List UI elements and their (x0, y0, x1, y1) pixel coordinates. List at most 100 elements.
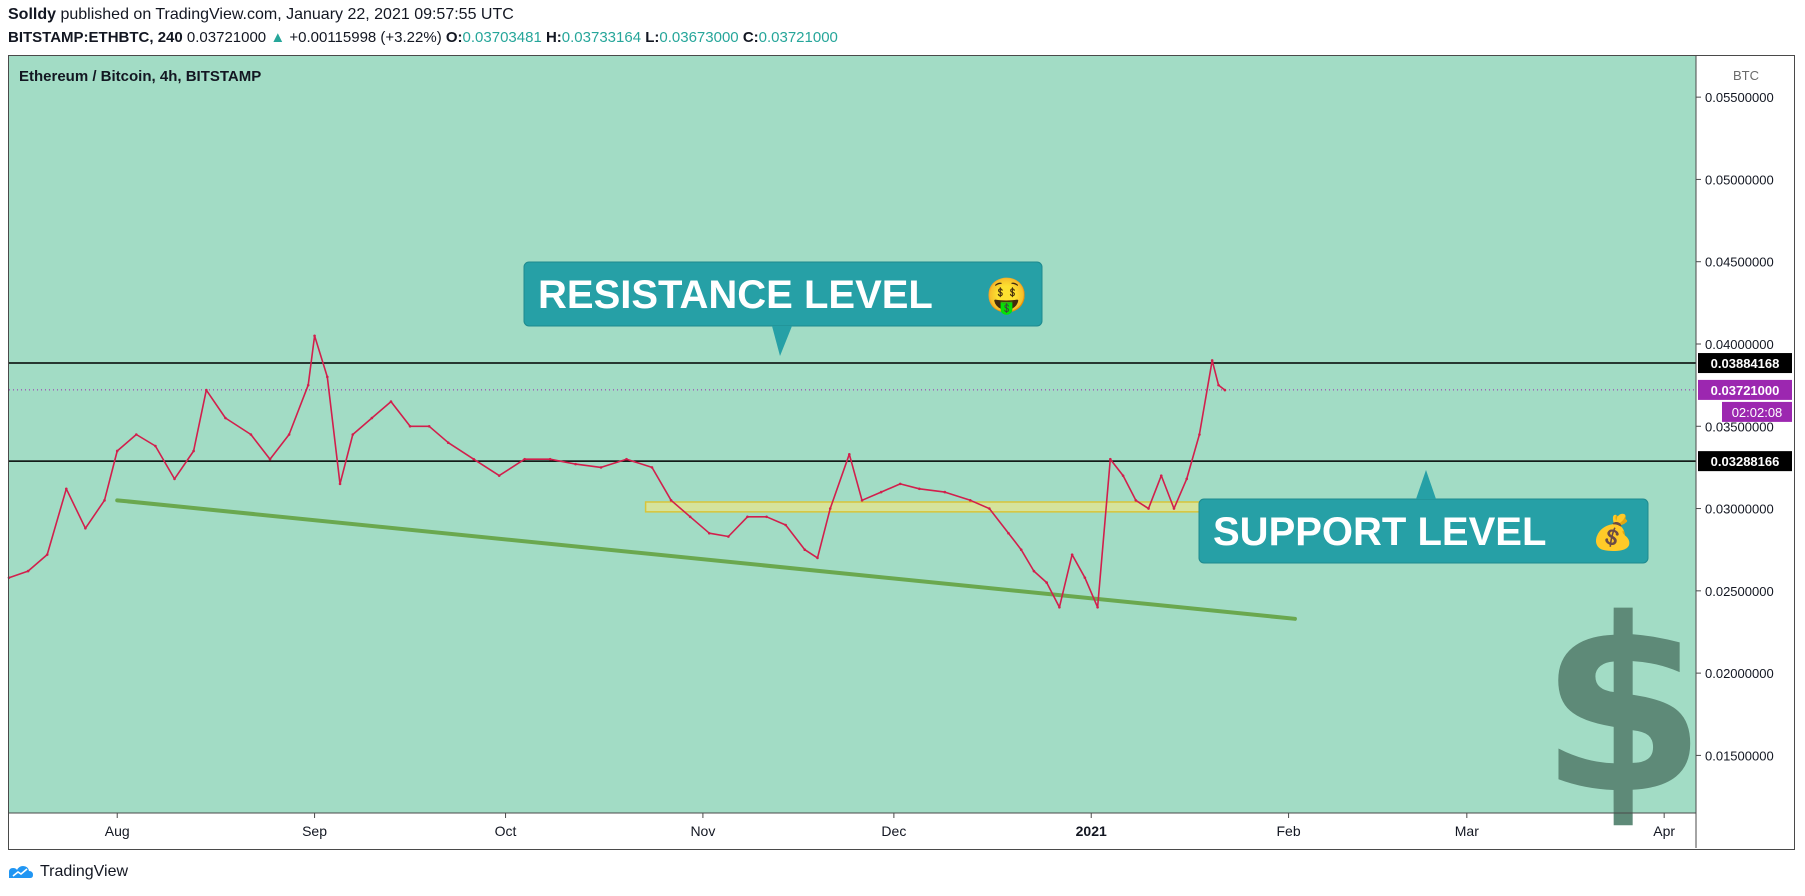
price-point (1121, 474, 1125, 477)
price-point (1172, 507, 1176, 510)
currency-label: BTC (1733, 68, 1759, 83)
resistance-callout-pointer (772, 326, 792, 356)
price-point (408, 424, 412, 428)
price-point (988, 507, 991, 510)
open-value: 0.03703481 (462, 29, 542, 46)
chart-frame (8, 55, 1795, 850)
y-tick-label: 0.05000000 (1705, 172, 1774, 187)
price-point (650, 466, 654, 469)
price-point (205, 388, 208, 392)
tradingview-logo-icon[interactable] (8, 863, 34, 881)
price-point (1045, 581, 1048, 584)
price-point (1159, 474, 1163, 477)
price-point (224, 416, 227, 420)
y-tick-label: 0.02500000 (1705, 584, 1774, 599)
price-point (669, 499, 673, 502)
resistance-callout: RESISTANCE LEVEL 🤑 (523, 261, 1043, 356)
price-point (688, 515, 692, 519)
countdown-tag-bg (1722, 401, 1792, 422)
price-point (765, 515, 768, 519)
x-tick-label: Dec (881, 823, 906, 839)
y-tick-label: 0.02000000 (1705, 666, 1774, 681)
footer-brand[interactable]: TradingView (40, 863, 129, 880)
price-point (26, 569, 30, 573)
price-point (472, 457, 476, 461)
price-point (427, 424, 431, 428)
high-label: H: (545, 29, 562, 46)
price-point (389, 400, 393, 403)
resistance-callout-emoji: 🤑 (986, 276, 1028, 316)
price-point (64, 487, 68, 491)
resistance-callout-text: RESISTANCE LEVEL (538, 273, 933, 317)
symbol-name[interactable]: BITSTAMP:ETHBTC, 240 (8, 29, 183, 46)
price-point (625, 457, 628, 461)
close-value: 0.03721000 (758, 29, 838, 46)
price-point (968, 499, 972, 502)
author-name[interactable]: Solldy (8, 6, 57, 23)
x-tick-label: Aug (105, 823, 130, 839)
price-change: +0.00115998 (+3.22%) (289, 29, 442, 46)
x-tick-label: Sep (302, 823, 327, 839)
dollar-sign: $ (1540, 567, 1707, 847)
price-point (192, 449, 195, 453)
price-point (898, 482, 902, 486)
open-label: O: (445, 29, 463, 46)
support-price-tag: 0.03288166 (1711, 454, 1780, 469)
time-scale-background[interactable] (9, 813, 1696, 848)
price-point (249, 433, 253, 436)
price-point (115, 449, 119, 453)
price-point (1070, 553, 1074, 556)
support-callout-text: SUPPORT LEVEL (1213, 510, 1546, 554)
footer: TradingView (8, 863, 128, 881)
x-tick-label: Mar (1455, 823, 1479, 839)
last-price: 0.03721000 (186, 29, 267, 46)
price-point (1019, 548, 1023, 551)
price-point (523, 457, 526, 461)
x-tick-label: Feb (1277, 823, 1301, 839)
price-point (574, 462, 577, 466)
price-point (1134, 499, 1138, 502)
price-point (351, 433, 355, 436)
price-point (746, 515, 749, 519)
resistance-price-tag-bg (1698, 353, 1792, 374)
price-point (1058, 605, 1061, 609)
price-point (803, 548, 807, 551)
chart-title: Ethereum / Bitcoin, 4h, BITSTAMP (19, 68, 261, 85)
price-point (338, 482, 342, 486)
price-point (943, 490, 947, 494)
price-point (173, 477, 176, 481)
price-point (1096, 605, 1099, 609)
price-point (1185, 477, 1189, 481)
price-point (84, 527, 87, 530)
price-point (918, 487, 921, 491)
price-point (1217, 383, 1220, 387)
price-point (287, 433, 291, 436)
publish-info: Solldy published on TradingView.com, Jan… (8, 6, 514, 24)
price-point (326, 375, 329, 379)
price-point (727, 535, 730, 538)
price-point (1083, 576, 1087, 579)
price-point (1032, 569, 1036, 573)
price-point (313, 334, 316, 338)
x-tick-label: 2021 (1076, 823, 1107, 839)
support-callout-pointer (1416, 470, 1436, 499)
price-point (879, 490, 883, 494)
current-price-tag: 0.03721000 (1711, 383, 1780, 398)
price-point (268, 457, 272, 461)
price-point (370, 416, 374, 420)
price-point (1210, 359, 1214, 362)
low-label: L: (645, 29, 660, 46)
price-point (1147, 507, 1150, 510)
price-point (707, 531, 711, 535)
price-point (599, 466, 603, 469)
price-point (103, 499, 106, 502)
x-tick-label: Nov (690, 823, 715, 839)
y-tick-label: 0.05500000 (1705, 90, 1774, 105)
price-point (816, 556, 819, 560)
countdown-tag: 02:02:08 (1732, 405, 1783, 420)
price-point (828, 507, 832, 510)
y-tick-label: 0.03500000 (1705, 419, 1774, 434)
price-point (784, 523, 787, 527)
y-tick-label: 0.04500000 (1705, 255, 1774, 270)
